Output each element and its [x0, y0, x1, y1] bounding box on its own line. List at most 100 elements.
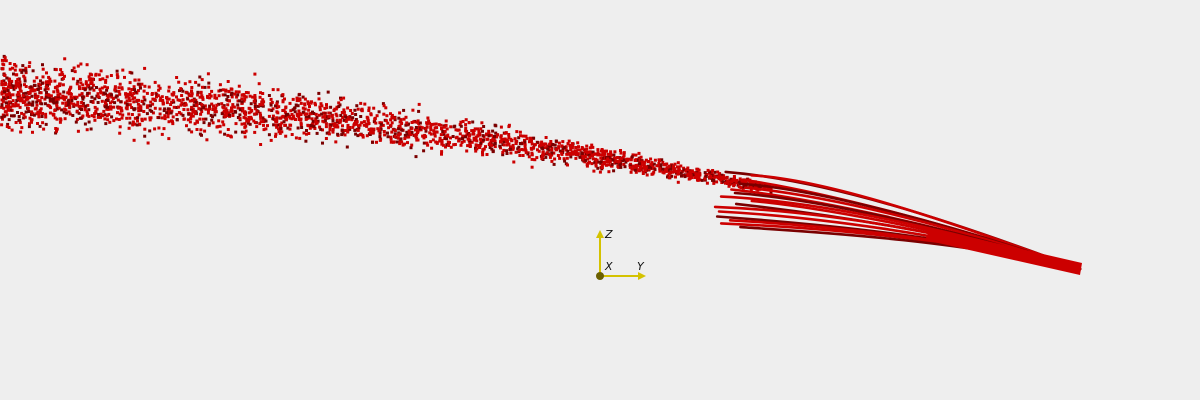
particle-point	[27, 96, 31, 100]
particle-point	[332, 109, 336, 112]
particle-point	[48, 77, 52, 81]
particle-point	[554, 148, 558, 152]
particle-point	[39, 86, 43, 90]
particle-point	[80, 104, 84, 108]
orientation-axes-widget: Z Y X	[596, 228, 646, 280]
particle-point	[342, 108, 346, 112]
particle-point	[433, 134, 437, 138]
particle-point	[207, 81, 211, 85]
particle-point	[609, 152, 613, 156]
particle-point	[381, 102, 385, 106]
particle-point	[539, 143, 543, 147]
particle-point	[62, 110, 66, 114]
particle-point	[361, 135, 365, 139]
particle-point	[31, 69, 35, 73]
particle-point	[398, 132, 402, 136]
particle-point	[479, 127, 483, 131]
particle-point	[299, 123, 303, 127]
particle-point	[726, 182, 729, 185]
particle-point	[210, 118, 214, 122]
particle-point	[21, 94, 25, 97]
particle-point	[642, 163, 646, 166]
particle-point	[335, 114, 339, 118]
particle-point	[339, 98, 343, 102]
particle-point	[568, 152, 572, 156]
particle-point	[367, 109, 371, 112]
particle-point	[215, 103, 219, 107]
particle-point	[279, 127, 283, 130]
particle-point	[56, 84, 60, 88]
particle-point	[1, 117, 4, 121]
particle-point	[585, 151, 589, 154]
particle-point	[593, 161, 597, 165]
particle-point	[34, 95, 38, 99]
particle-point	[324, 125, 328, 129]
particle-point	[131, 120, 135, 124]
particle-point	[432, 129, 436, 133]
particle-point	[278, 125, 282, 129]
particle-point	[514, 150, 518, 154]
particle-point	[533, 143, 537, 147]
particle-point	[592, 152, 596, 156]
particle-point	[584, 158, 588, 162]
particle-point	[309, 124, 313, 127]
particle-point	[514, 140, 518, 144]
particle-point	[339, 118, 342, 122]
particle-point	[84, 80, 88, 84]
particle-point	[585, 144, 589, 148]
particle-point	[464, 126, 468, 130]
particle-point	[96, 92, 100, 96]
particle-point	[616, 164, 620, 168]
particle-point	[526, 152, 530, 156]
particle-point	[610, 163, 614, 166]
particle-point	[30, 120, 33, 124]
particle-point	[12, 72, 15, 76]
particle-point	[429, 128, 433, 132]
particle-point	[457, 128, 461, 132]
particle-point	[535, 140, 539, 144]
streamline-bundle	[713, 170, 1082, 275]
particle-point	[379, 125, 383, 129]
particle-point	[133, 122, 137, 126]
particle-point	[151, 111, 155, 115]
particle-point	[55, 104, 59, 108]
particle-point	[542, 153, 546, 157]
particle-point	[258, 95, 262, 99]
particle-point	[686, 168, 689, 171]
particle-point	[690, 176, 694, 180]
particle-point	[389, 123, 393, 127]
particle-point	[348, 126, 352, 129]
particle-point	[588, 146, 592, 150]
particle-point	[397, 127, 401, 131]
particle-point	[688, 173, 692, 177]
particle-point	[57, 106, 61, 110]
particle-point	[39, 91, 43, 95]
particle-point	[658, 169, 662, 173]
particle-point	[577, 145, 580, 149]
particle-point	[170, 92, 174, 96]
particle-point	[703, 177, 707, 181]
particle-point	[100, 99, 104, 103]
particle-point	[640, 166, 644, 170]
particle-point	[40, 96, 44, 100]
particle-point	[317, 91, 321, 95]
particle-point	[34, 106, 38, 110]
particle-point	[601, 152, 605, 156]
particle-point	[605, 149, 608, 153]
particle-point	[132, 138, 136, 142]
particle-point	[407, 129, 411, 133]
particle-point	[109, 101, 112, 105]
particle-point	[557, 141, 561, 145]
particle-point	[87, 108, 91, 112]
particle-point	[428, 121, 431, 125]
particle-point	[93, 118, 97, 122]
particle-point	[204, 107, 208, 111]
particle-point	[261, 103, 265, 106]
particle-point	[81, 95, 85, 99]
particle-point	[551, 143, 555, 146]
particle-point	[278, 131, 282, 135]
particle-point	[2, 106, 6, 110]
particle-point	[769, 190, 773, 194]
